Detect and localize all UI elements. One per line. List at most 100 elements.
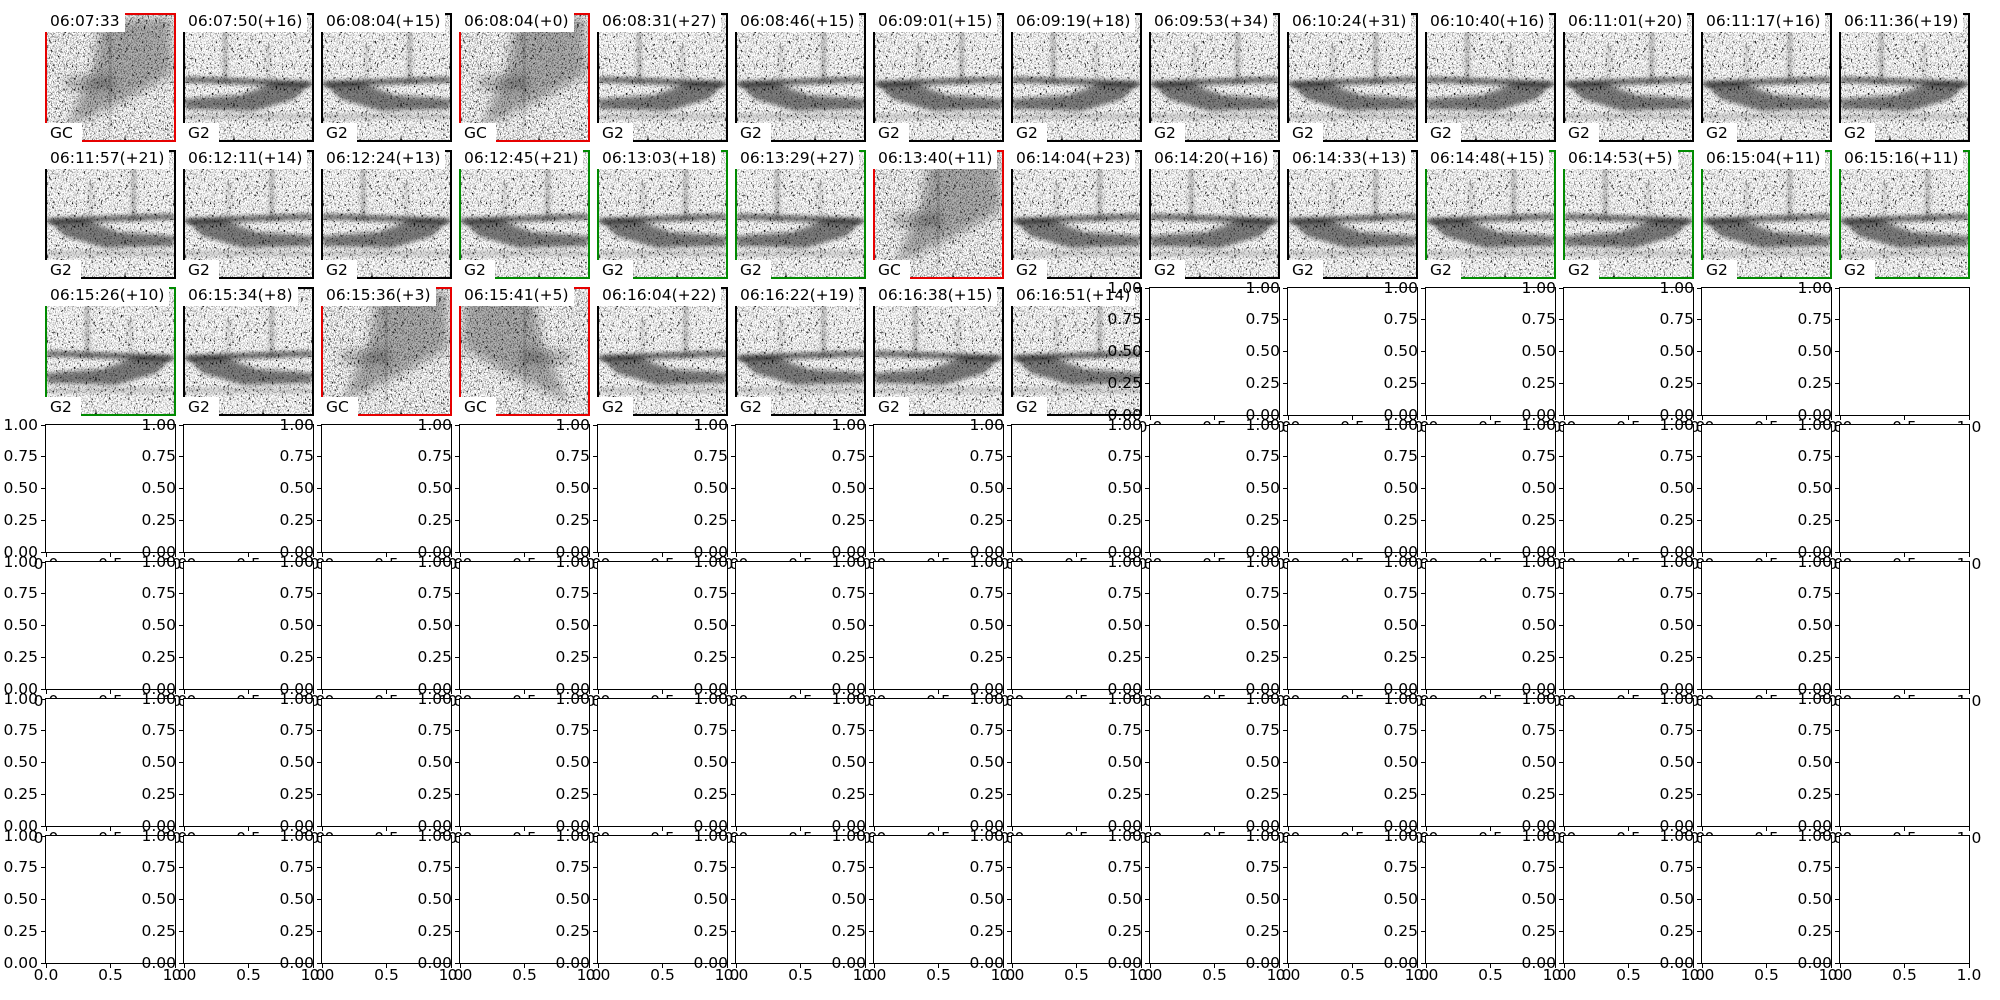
y-tick-label: 1.00 (693, 826, 728, 845)
y-tick-mark (1283, 456, 1287, 458)
y-tick-label: 0.75 (1383, 310, 1418, 329)
y-tick-label: 0.75 (969, 584, 1004, 603)
station-label: G2 (1700, 123, 1737, 143)
y-tick-label: 0.00 (1797, 542, 1832, 561)
y-tick-mark (1835, 930, 1839, 932)
y-tick-mark (1697, 625, 1701, 626)
spectrogram-panel: 06:14:53(+5) G2 (1562, 149, 1694, 280)
x-tick-label: 0.5 (1892, 966, 1917, 984)
y-tick-label: 0.00 (555, 542, 590, 561)
station-label: GC (44, 123, 82, 143)
y-tick-mark (1145, 688, 1149, 690)
y-tick-mark (41, 730, 45, 732)
y-tick-label: 1.00 (1797, 689, 1832, 708)
x-tick-mark (873, 553, 875, 557)
y-tick-label: 0.25 (417, 921, 452, 940)
y-tick-label: 0.00 (693, 816, 728, 835)
x-tick-label: 0.0 (585, 966, 611, 984)
spectrogram-panel: 06:08:04(+0) GC (458, 12, 590, 143)
x-tick-mark (735, 553, 737, 557)
x-tick-mark (1766, 553, 1767, 557)
x-tick-label: 0.5 (1616, 966, 1641, 984)
y-tick-mark (179, 867, 183, 869)
x-tick-mark (183, 827, 185, 831)
y-tick-label: 0.25 (1797, 784, 1832, 803)
y-tick-mark (1835, 287, 1839, 289)
x-tick-label: 0.0 (861, 966, 887, 984)
y-tick-mark (41, 519, 45, 521)
x-tick-mark (662, 553, 663, 557)
y-tick-label: 0.00 (1521, 953, 1556, 972)
x-tick-label: 0.5 (1064, 966, 1089, 984)
panel-timestamp: 06:08:04(+0) (458, 12, 574, 32)
spectrogram-image (1289, 152, 1416, 277)
y-tick-mark (1835, 382, 1839, 384)
y-tick-mark (317, 656, 321, 658)
station-label: G2 (872, 397, 909, 417)
y-tick-mark (1697, 698, 1701, 700)
y-tick-mark (455, 825, 459, 827)
y-tick-mark (1835, 867, 1839, 869)
y-tick-mark (1007, 730, 1011, 732)
y-tick-mark (1835, 456, 1839, 458)
y-tick-label: 0.75 (555, 858, 590, 877)
y-tick-mark (1283, 835, 1287, 837)
y-tick-mark (179, 424, 183, 426)
y-tick-mark (455, 551, 459, 553)
y-tick-label: 0.50 (555, 616, 590, 634)
y-tick-mark (1697, 519, 1701, 521)
y-tick-label: 0.00 (141, 816, 176, 835)
x-tick-mark (864, 690, 866, 694)
y-tick-label: 0.00 (141, 679, 176, 698)
y-tick-mark (1145, 867, 1149, 869)
y-tick-label: 0.00 (1383, 816, 1418, 835)
y-tick-mark (593, 456, 597, 458)
y-tick-mark (317, 625, 321, 626)
y-tick-label: 0.75 (1245, 858, 1280, 877)
x-tick-mark (1554, 827, 1556, 831)
x-tick-mark (800, 827, 801, 831)
y-tick-mark (317, 593, 321, 595)
y-tick-mark (1835, 688, 1839, 690)
spectrogram-image (1427, 152, 1554, 277)
y-tick-mark (317, 488, 321, 489)
spectrogram-image (737, 15, 864, 140)
y-tick-mark (1283, 551, 1287, 553)
y-tick-label: 0.00 (1383, 405, 1418, 424)
x-tick-mark (1287, 690, 1289, 694)
y-tick-label: 0.00 (1245, 953, 1280, 972)
x-tick-mark (873, 690, 875, 694)
y-tick-label: 0.50 (1245, 342, 1280, 360)
y-tick-label: 0.00 (1383, 679, 1418, 698)
y-tick-mark (1283, 424, 1287, 426)
panel-timestamp: 06:14:33(+13) (1286, 149, 1412, 169)
y-tick-label: 0.25 (1521, 510, 1556, 529)
y-tick-mark (41, 899, 45, 900)
y-tick-label: 0.75 (1383, 858, 1418, 877)
y-tick-label: 1.00 (1521, 415, 1556, 434)
y-tick-mark (179, 519, 183, 521)
y-tick-mark (1421, 625, 1425, 626)
y-tick-mark (1283, 688, 1287, 690)
y-tick-mark (317, 688, 321, 690)
y-tick-label: 0.00 (1797, 405, 1832, 424)
y-tick-mark (1145, 551, 1149, 553)
y-tick-mark (1559, 551, 1563, 553)
x-tick-mark (321, 827, 323, 831)
y-tick-label: 1.00 (693, 415, 728, 434)
x-tick-label: 0.5 (926, 966, 951, 984)
x-tick-mark (1766, 690, 1767, 694)
x-tick-mark (1214, 827, 1215, 831)
x-tick-mark (45, 964, 47, 968)
station-label: GC (458, 123, 496, 143)
x-tick-mark (1002, 690, 1004, 694)
y-tick-mark (41, 688, 45, 690)
y-tick-mark (869, 962, 873, 964)
x-tick-mark (726, 690, 728, 694)
y-tick-label: 0.00 (969, 542, 1004, 561)
y-tick-mark (1697, 899, 1701, 900)
y-tick-mark (731, 551, 735, 553)
spectrogram-panel: 06:15:04(+11) G2 (1700, 149, 1832, 280)
y-tick-label: 0.75 (141, 447, 176, 466)
